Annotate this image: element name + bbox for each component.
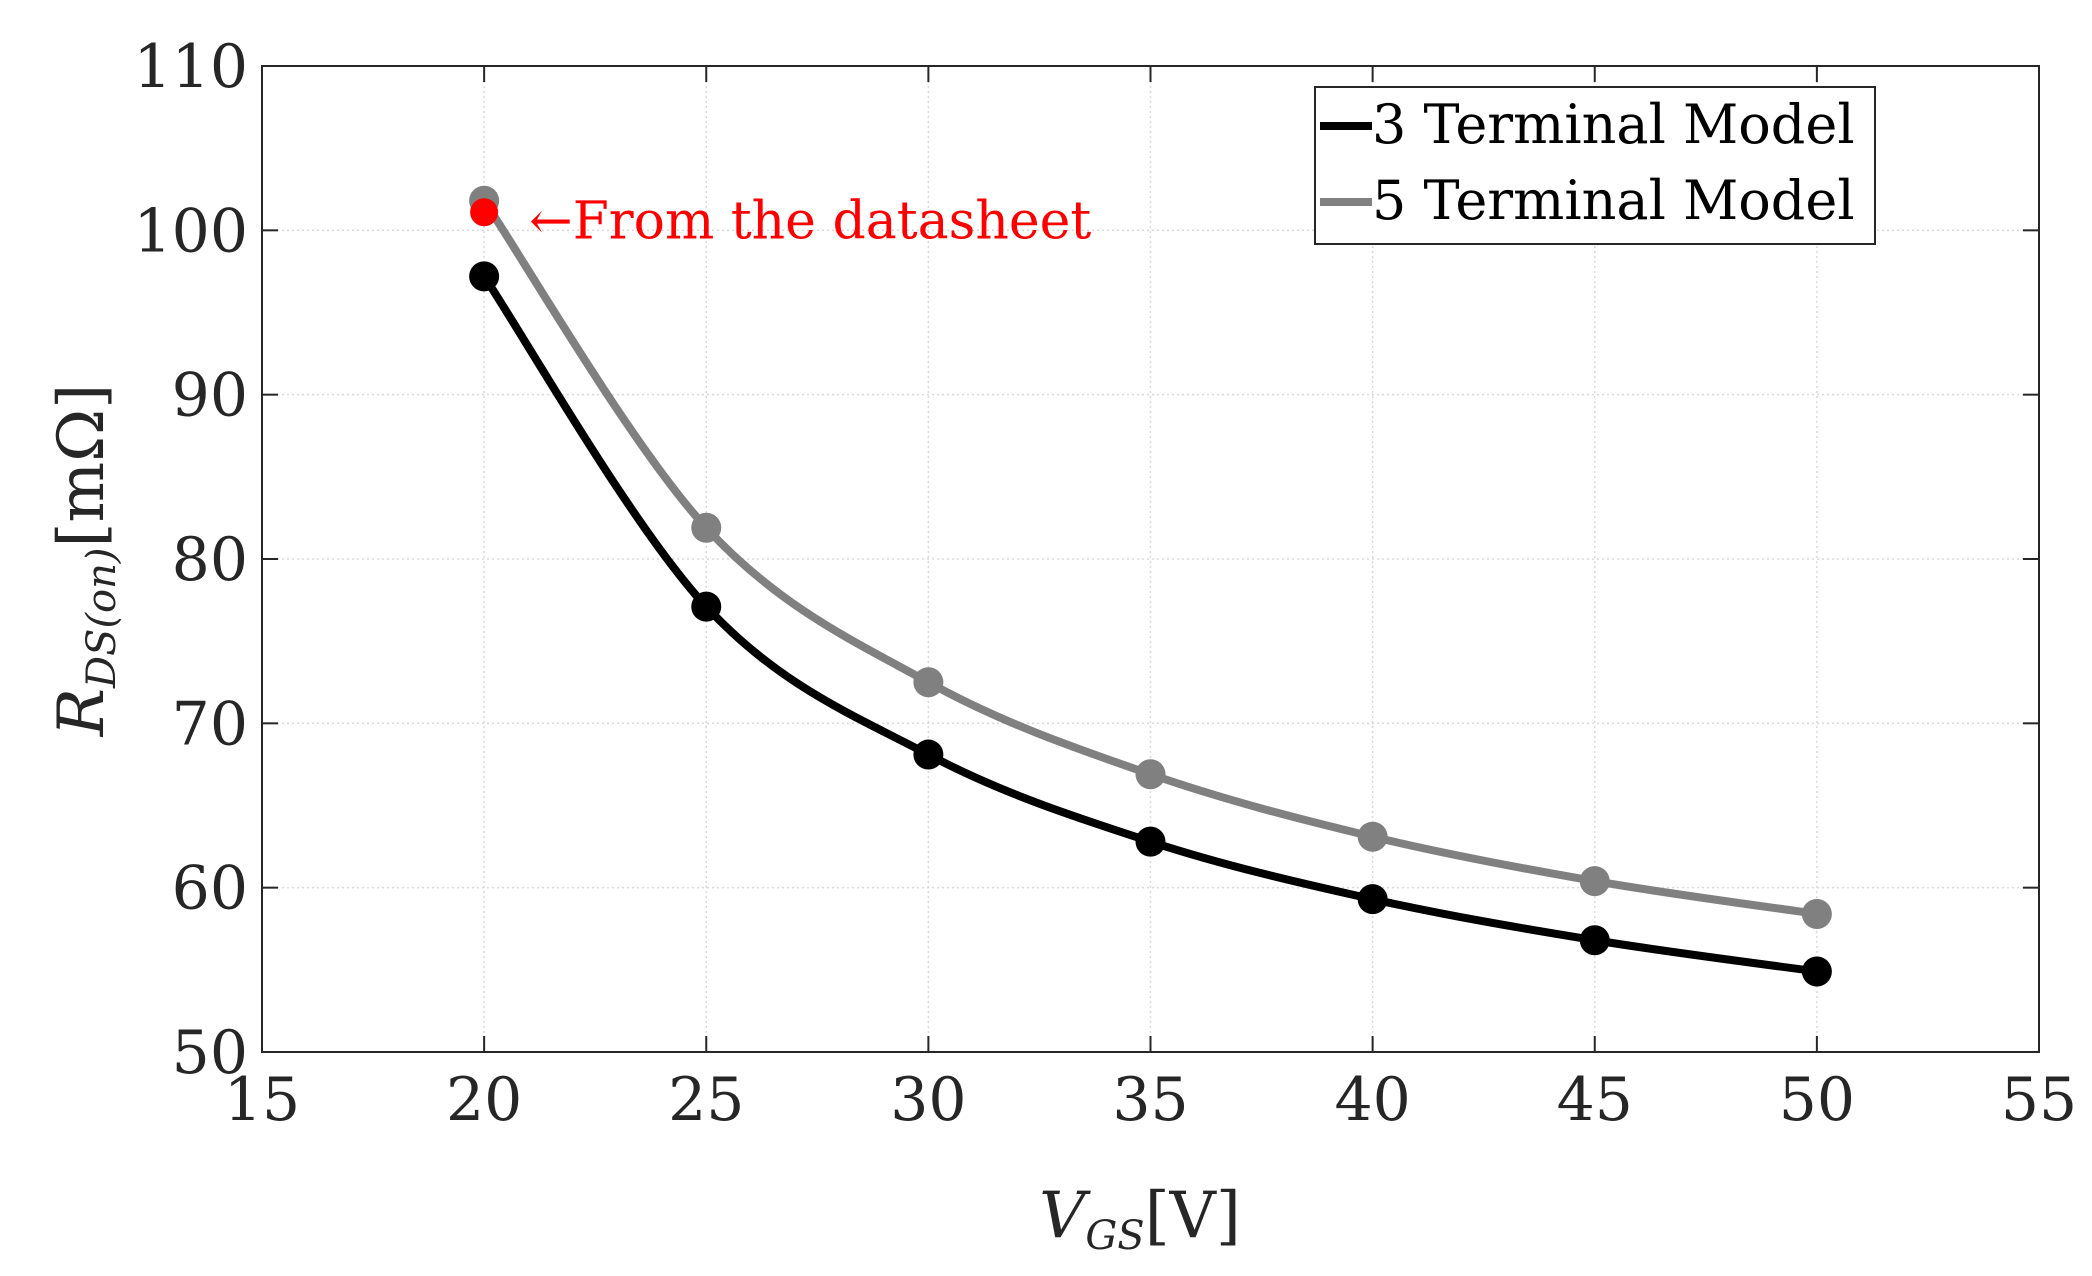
y-tick-label: 100 <box>133 196 248 266</box>
y-tick-label: 110 <box>133 32 248 102</box>
x-tick-label: 15 <box>224 1065 300 1135</box>
y-tick-label: 60 <box>172 854 248 924</box>
x-axis-title-subscript: GS <box>1085 1213 1144 1259</box>
y-axis-title: RDS(on)[mΩ] <box>45 384 125 737</box>
x-axis-title-main: V <box>1039 1179 1091 1253</box>
data-point-5-terminal-model <box>1579 866 1610 897</box>
datasheet-annotation-text: ←From the datasheet <box>529 191 1091 251</box>
x-axis-title-unit: [V] <box>1145 1179 1241 1253</box>
y-axis-title-unit: [mΩ] <box>45 384 119 548</box>
data-point-3-terminal-model <box>1801 956 1832 987</box>
x-tick-label: 40 <box>1334 1065 1410 1135</box>
legend-box <box>1314 86 1876 245</box>
x-tick-label: 50 <box>1779 1065 1855 1135</box>
datasheet-point <box>470 198 499 227</box>
data-point-3-terminal-model <box>1579 925 1610 956</box>
data-point-5-terminal-model <box>1801 898 1832 929</box>
x-axis-title: VGS[V] <box>1039 1179 1241 1259</box>
y-axis-title-subscript: DS(on) <box>79 547 125 689</box>
data-point-5-terminal-model <box>1357 821 1388 852</box>
data-point-3-terminal-model <box>469 261 500 292</box>
svg-text:RDS(on)[mΩ]: RDS(on)[mΩ] <box>45 384 125 737</box>
y-tick-label: 80 <box>172 525 248 595</box>
x-tick-label: 35 <box>1112 1065 1188 1135</box>
y-tick-label: 70 <box>172 689 248 759</box>
y-tick-label: 50 <box>172 1018 248 1088</box>
axis-ticks: 15 20 25 30 35 40 45 50 55 50 60 70 80 90 100 110 <box>133 32 2077 1135</box>
y-tick-label: 90 <box>172 361 248 431</box>
data-point-5-terminal-model <box>913 667 944 698</box>
x-tick-label: 20 <box>446 1065 522 1135</box>
series-layer <box>469 185 1832 987</box>
data-point-5-terminal-model <box>691 512 722 543</box>
data-point-5-terminal-model <box>1135 759 1166 790</box>
x-tick-label: 30 <box>890 1065 966 1135</box>
data-point-3-terminal-model <box>1135 826 1166 857</box>
x-tick-label: 25 <box>668 1065 744 1135</box>
data-point-3-terminal-model <box>913 739 944 770</box>
legend: 3 Terminal Model 5 Terminal Model <box>1314 86 1876 245</box>
y-axis-title-main: R <box>45 688 119 737</box>
legend-label-5-terminal: 5 Terminal Model <box>1372 169 1855 232</box>
datasheet-annotation: ←From the datasheet <box>470 191 1091 251</box>
x-tick-label: 45 <box>1557 1065 1633 1135</box>
data-point-3-terminal-model <box>691 591 722 622</box>
data-point-3-terminal-model <box>1357 884 1388 915</box>
svg-text:VGS[V]: VGS[V] <box>1039 1179 1241 1259</box>
x-tick-label: 55 <box>2001 1065 2077 1135</box>
legend-label-3-terminal: 3 Terminal Model <box>1372 93 1855 156</box>
